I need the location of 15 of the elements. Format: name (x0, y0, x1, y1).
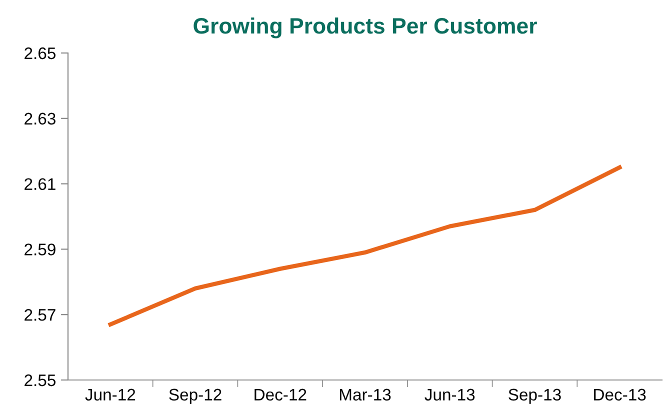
x-tick-label: Dec-12 (254, 388, 306, 401)
x-tick-label: Jun-12 (85, 388, 136, 401)
line-series (108, 165, 622, 326)
y-tick-label: 2.55 (24, 374, 56, 386)
y-tick-label: 2.63 (24, 112, 56, 125)
y-tick-label: 2.59 (24, 244, 56, 256)
chart-title: Growing Products Per Customer (194, 17, 537, 38)
y-tick-label: 2.61 (24, 178, 56, 190)
x-tick-label: Dec-13 (594, 388, 646, 401)
x-tick-label: Jun-13 (424, 388, 475, 401)
x-tick-label: Sep-12 (169, 388, 222, 404)
x-tick-label: Mar-13 (340, 388, 391, 401)
y-tick-label: 2.65 (24, 47, 56, 60)
y-tick-label: 2.57 (24, 309, 56, 321)
x-tick-label: Sep-13 (508, 388, 561, 404)
